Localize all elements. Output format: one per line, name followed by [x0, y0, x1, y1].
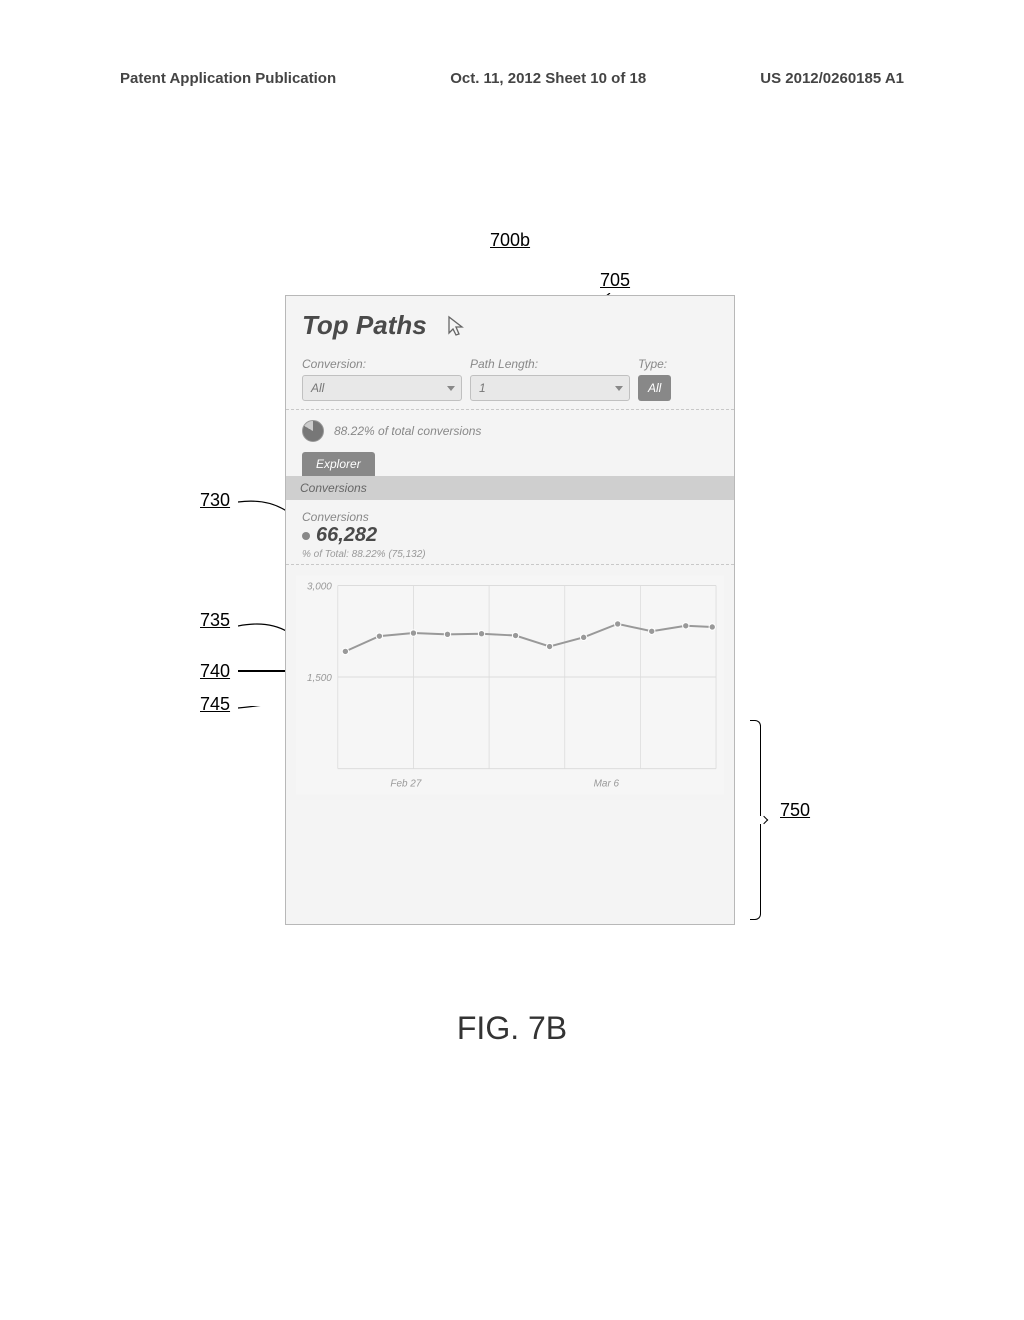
svg-text:3,000: 3,000 — [307, 581, 332, 592]
type-label: Type: — [638, 357, 671, 371]
panel-title-row: Top Paths — [286, 296, 734, 351]
explorer-tab[interactable]: Explorer — [302, 452, 375, 476]
header-right: US 2012/0260185 A1 — [760, 70, 904, 87]
ref-735: 735 — [200, 610, 230, 631]
svg-text:1,500: 1,500 — [307, 673, 332, 684]
summary-text: 88.22% of total conversions — [334, 424, 481, 438]
page-header: Patent Application Publication Oct. 11, … — [120, 70, 904, 87]
type-pill[interactable]: All — [638, 375, 671, 401]
conversions-chart: 1,500 3,000 Feb 27 Mar 6 — [286, 575, 734, 795]
stat-value: 66,282 — [302, 524, 718, 547]
ref-730: 730 — [200, 490, 230, 511]
ref-730-leader — [238, 498, 288, 518]
explorer-tab-row: Explorer — [286, 452, 734, 476]
ref-750-brace — [745, 720, 765, 920]
ref-740: 740 — [200, 661, 230, 682]
stat-block: Conversions 66,282 % of Total: 88.22% (7… — [286, 500, 734, 565]
conversion-select[interactable]: All — [302, 375, 462, 401]
type-filter: Type: All — [638, 357, 671, 401]
pathlength-select[interactable]: 1 — [470, 375, 630, 401]
ref-705: 705 — [600, 270, 630, 291]
svg-text:Feb 27: Feb 27 — [390, 779, 421, 790]
header-left: Patent Application Publication — [120, 70, 336, 87]
stat-label: Conversions — [302, 510, 718, 524]
pathlength-label: Path Length: — [470, 357, 630, 371]
cursor-icon — [447, 315, 465, 337]
ref-700b: 700b — [490, 230, 530, 251]
conversion-filter: Conversion: All — [302, 357, 462, 401]
ref-750: 750 — [780, 800, 810, 821]
ref-740-leader — [238, 670, 288, 672]
ref-745: 745 — [200, 694, 230, 715]
figure-caption: FIG. 7B — [0, 1010, 1024, 1047]
panel-title: Top Paths — [302, 310, 427, 341]
pathlength-select-value: 1 — [479, 381, 486, 395]
filters-row: Conversion: All Path Length: 1 Type: All — [286, 351, 734, 410]
stat-sub: % of Total: 88.22% (75,132) — [302, 547, 718, 560]
svg-text:Mar 6: Mar 6 — [594, 779, 620, 790]
type-pill-value: All — [648, 381, 661, 395]
pathlength-filter: Path Length: 1 — [470, 357, 630, 401]
header-center: Oct. 11, 2012 Sheet 10 of 18 — [450, 70, 646, 87]
conversion-label: Conversion: — [302, 357, 462, 371]
conversions-subheader: Conversions — [286, 476, 734, 500]
pie-icon — [302, 420, 324, 442]
conversion-select-value: All — [311, 381, 324, 395]
top-paths-panel: Top Paths Conversion: All Path Length: 1… — [285, 295, 735, 925]
chart-svg: 1,500 3,000 Feb 27 Mar 6 — [296, 575, 724, 795]
summary-row: 88.22% of total conversions — [286, 410, 734, 452]
ref-735-leader — [238, 618, 288, 638]
